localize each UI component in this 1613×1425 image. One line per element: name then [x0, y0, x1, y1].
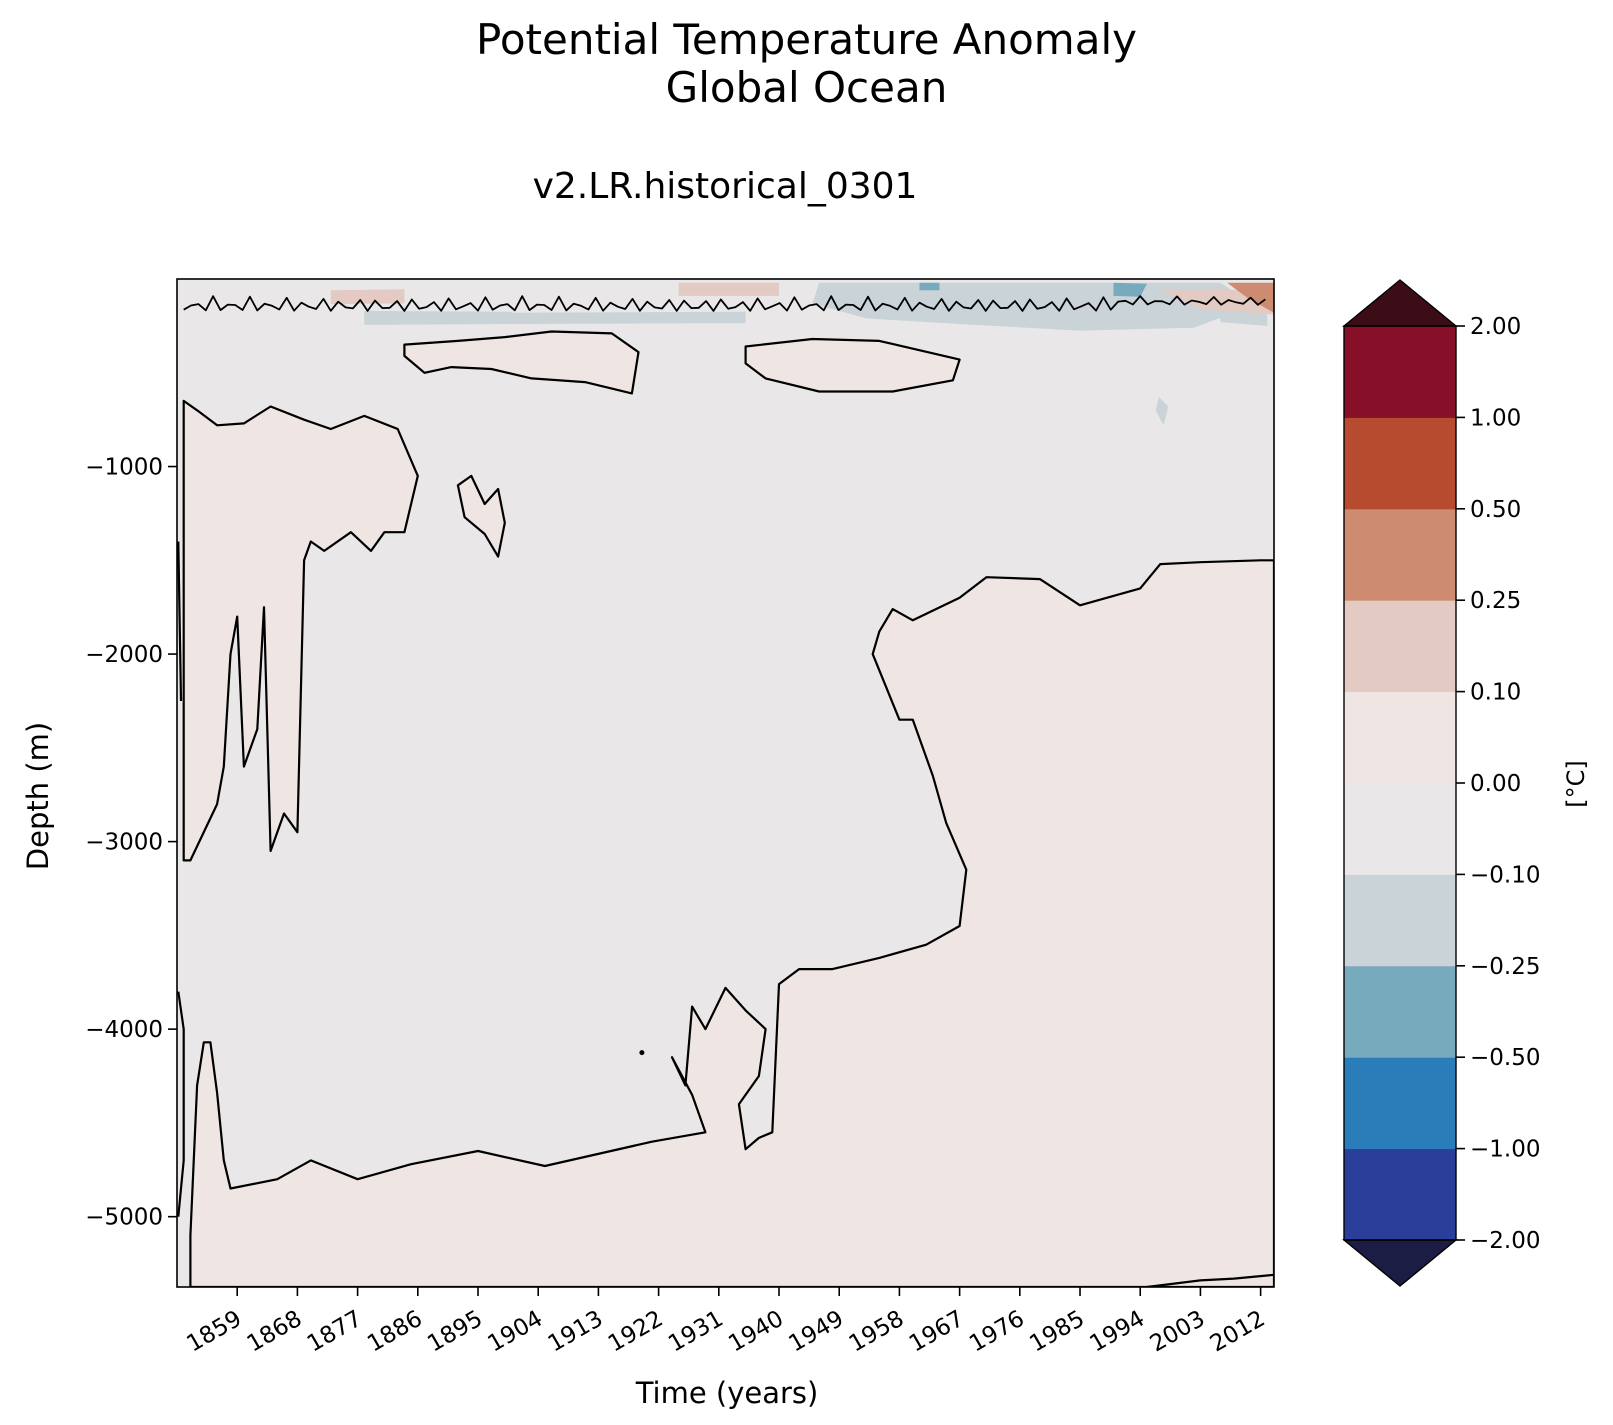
- region-upper-warm-lens-b: [745, 339, 960, 392]
- colorbar-tick-label-5: 0.00: [1470, 771, 1521, 797]
- colorbar-segment-6: [1344, 600, 1456, 693]
- surface-cool-patch-2: [511, 311, 746, 324]
- x-tick-label-10: 1949: [785, 1306, 849, 1358]
- chart-title-line-1: Potential Temperature Anomaly: [476, 15, 1137, 64]
- region-deep-warm: [190, 560, 1274, 1287]
- surface-cool-core-1: [1113, 282, 1147, 297]
- x-tick-label-13: 1976: [965, 1306, 1029, 1358]
- surface-cool-band: [812, 282, 1254, 331]
- colorbar-tick-label-8: 0.50: [1470, 497, 1521, 523]
- contour-dot: [639, 1050, 645, 1056]
- plot-frame: [176, 278, 1275, 1288]
- y-tick-label-1: −2000: [85, 642, 163, 668]
- x-tick-label-6: 1913: [544, 1306, 608, 1358]
- x-tick-label-9: 1940: [724, 1306, 788, 1358]
- surface-cool-core-2: [919, 282, 940, 291]
- x-tick-label-2: 1877: [303, 1306, 367, 1358]
- y-tick-label-0: −1000: [85, 455, 163, 481]
- x-tick-label-12: 1967: [905, 1306, 969, 1358]
- x-tick-label-5: 1904: [484, 1306, 548, 1358]
- colorbar-segment-0: [1344, 1148, 1456, 1241]
- contour-surface-wiggles: [183, 295, 1266, 312]
- plot-area: [177, 279, 1274, 1287]
- x-tick-label-16: 2003: [1146, 1306, 1210, 1358]
- contour-early-deep-tongue: [182, 399, 419, 862]
- colorbar-tick-label-0: −2.00: [1470, 1228, 1540, 1254]
- y-tick-label-3: −4000: [85, 1017, 163, 1043]
- x-tick-label-14: 1985: [1025, 1306, 1089, 1358]
- contour-upper-warm-lens-a: [403, 330, 640, 395]
- y-axis-label: Depth (m): [21, 721, 55, 871]
- colorbar-segment-2: [1344, 965, 1456, 1058]
- colorbar-tick-label-3: −0.25: [1470, 954, 1540, 980]
- colorbar-extend-max: [1342, 279, 1458, 327]
- colorbar-segment-4: [1344, 783, 1456, 875]
- colorbar-tick-label-6: 0.10: [1470, 680, 1521, 706]
- contour-upper-warm-lens-b: [744, 337, 961, 393]
- x-tick-label-1: 1868: [243, 1306, 307, 1358]
- x-tick-label-3: 1886: [363, 1306, 427, 1358]
- colorbar-label: [°C]: [1562, 760, 1590, 808]
- colorbar-segment-9: [1344, 326, 1456, 418]
- colorbar-segment-1: [1344, 1057, 1456, 1150]
- colorbar-label-box: [°C]: [1556, 760, 1596, 810]
- colorbar-tick-label-4: −0.10: [1470, 862, 1540, 888]
- region-upper-warm-lens-a: [404, 331, 639, 394]
- x-tick-label-7: 1922: [604, 1306, 668, 1358]
- x-tick-label-0: 1859: [182, 1306, 246, 1358]
- colorbar-segment-3: [1344, 874, 1456, 967]
- surface-warm-patch-1: [330, 289, 405, 305]
- contour-left-edge-mid: [177, 541, 183, 702]
- x-tick-label-4: 1895: [423, 1306, 487, 1358]
- y-axis-label-box: Depth (m): [8, 722, 68, 870]
- colorbar-tick-label-9: 1.00: [1470, 405, 1521, 431]
- contour-mid-warm-patch: [456, 474, 506, 558]
- colorbar-tick-label-10: 2.00: [1470, 314, 1521, 340]
- chart-subtitle: v2.LR.historical_0301: [532, 166, 918, 207]
- contour-left-edge-deep: [177, 991, 185, 1217]
- colorbar-segment-5: [1344, 691, 1456, 784]
- x-tick-label-17: 2012: [1206, 1306, 1270, 1358]
- contour-deep-warm: [189, 559, 1274, 1287]
- colorbar-tick-label-7: 0.25: [1470, 588, 1521, 614]
- colorbar-tick-label-2: −0.50: [1470, 1045, 1540, 1071]
- contour-bottom-right: [1146, 1273, 1274, 1287]
- surface-warm-patch-2: [678, 282, 779, 296]
- x-axis-label: Time (years): [635, 1376, 819, 1410]
- surface-cool-patch-1: [364, 310, 512, 325]
- colorbar-extend-min: [1342, 1239, 1458, 1287]
- y-tick-label-2: −3000: [85, 830, 163, 856]
- region-early-deep-tongue: [183, 400, 418, 861]
- colorbar: −2.00 −1.00 −0.50 −0.25 −0.10 0.00 0.10 0.25 0.5…: [1342, 279, 1540, 1287]
- colorbar-tick-label-1: −1.00: [1470, 1137, 1540, 1163]
- colorbar-segment-7: [1344, 508, 1456, 601]
- x-tick-label-8: 1931: [664, 1306, 728, 1358]
- x-tick-label-15: 1994: [1086, 1306, 1150, 1358]
- x-tick-label-11: 1958: [845, 1306, 909, 1358]
- chart-title-line-2: Global Ocean: [665, 63, 948, 112]
- y-tick-label-4: −5000: [85, 1205, 163, 1231]
- colorbar-segment-8: [1344, 417, 1456, 510]
- isolated-cool-patch: [1155, 397, 1169, 426]
